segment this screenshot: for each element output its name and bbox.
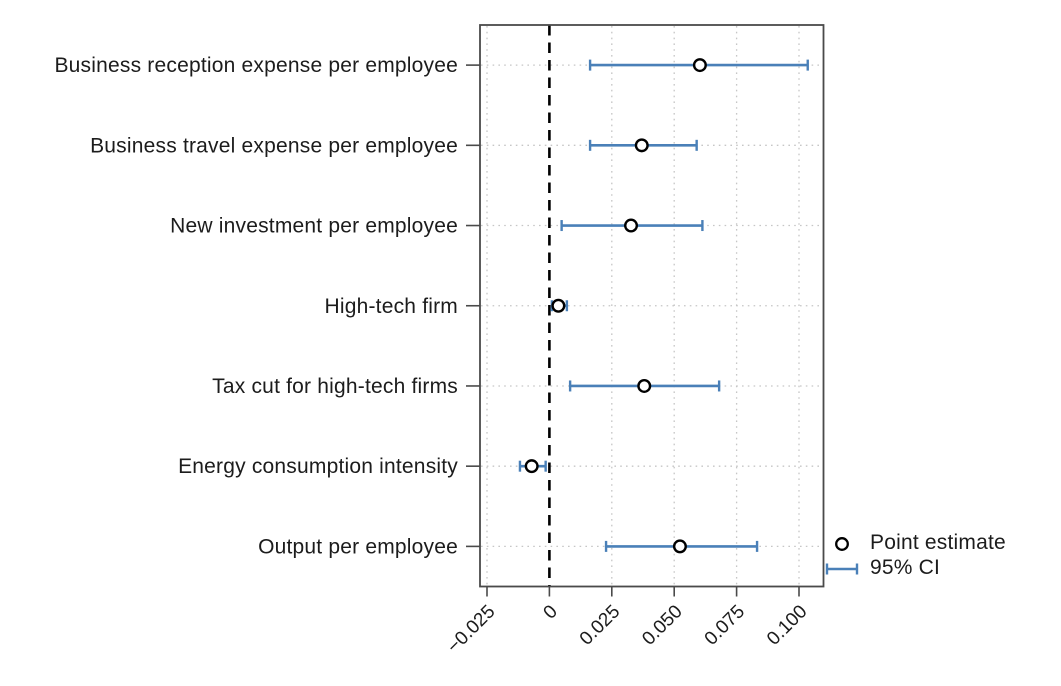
category-label: Business travel expense per employee bbox=[90, 134, 458, 157]
legend: Point estimate 95% CI bbox=[824, 531, 1006, 580]
point-estimate-marker bbox=[551, 298, 566, 313]
category-label: New investment per employee bbox=[170, 215, 458, 238]
point-estimate-marker bbox=[524, 459, 539, 474]
category-label: High-tech firm bbox=[325, 295, 459, 318]
x-tick-label: 0.025 bbox=[576, 601, 624, 649]
category-label: Energy consumption intensity bbox=[178, 455, 458, 478]
error-bar-icon bbox=[825, 563, 859, 575]
category-label: Business reception expense per employee bbox=[54, 54, 458, 77]
point-estimate-marker bbox=[637, 378, 652, 393]
category-label: Tax cut for high-tech firms bbox=[212, 375, 458, 398]
legend-entry-ci: 95% CI bbox=[824, 556, 1006, 580]
category-label: Output per employee bbox=[258, 535, 458, 558]
x-tick-label: 0.100 bbox=[763, 601, 811, 649]
point-estimate-marker bbox=[634, 138, 649, 153]
point-estimate-marker bbox=[672, 539, 687, 554]
legend-label-point-estimate: Point estimate bbox=[870, 531, 1006, 554]
x-tick-label: 0.050 bbox=[638, 601, 686, 649]
x-tick-label: 0.075 bbox=[701, 601, 749, 649]
x-tick-label: 0 bbox=[540, 601, 562, 623]
open-circle-icon bbox=[835, 537, 849, 551]
point-estimate-marker bbox=[692, 58, 707, 73]
point-estimate-marker bbox=[624, 218, 639, 233]
x-tick-label: −0.025 bbox=[443, 601, 499, 657]
legend-label-ci: 95% CI bbox=[870, 556, 941, 579]
legend-entry-point-estimate: Point estimate bbox=[824, 531, 1006, 555]
